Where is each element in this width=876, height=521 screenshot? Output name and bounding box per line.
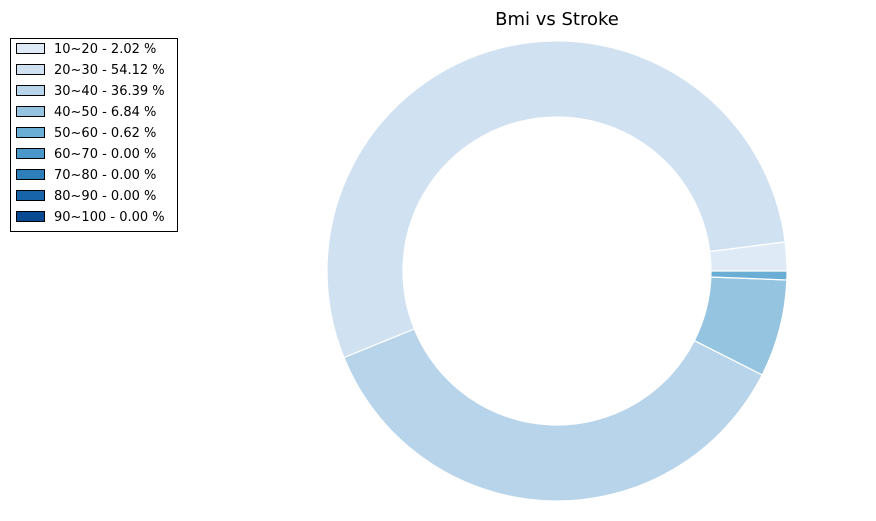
slice-50~60 (710, 270, 788, 281)
legend-swatch-90~100 (16, 211, 45, 222)
legend-swatch-30~40 (16, 85, 45, 96)
legend-label-10~20: 10~20 - 2.02 % (54, 42, 156, 57)
legend-label-40~50: 40~50 - 6.84 % (54, 105, 156, 120)
legend-label-20~30: 20~30 - 54.12 % (54, 63, 165, 78)
legend-label-70~80: 70~80 - 0.00 % (54, 168, 156, 183)
legend-swatch-20~30 (16, 64, 45, 75)
donut-slices (326, 40, 788, 502)
legend-swatch-10~20 (16, 43, 45, 54)
slice-20~30 (326, 40, 786, 359)
chart-title: Bmi vs Stroke (495, 9, 619, 30)
slice-30~40 (343, 328, 763, 502)
legend-swatch-40~50 (16, 106, 45, 117)
legend-label-90~100: 90~100 - 0.00 % (54, 210, 165, 225)
legend-swatch-80~90 (16, 190, 45, 201)
legend-label-50~60: 50~60 - 0.62 % (54, 126, 156, 141)
legend-swatch-60~70 (16, 148, 45, 159)
legend-swatch-70~80 (16, 169, 45, 180)
legend-label-80~90: 80~90 - 0.00 % (54, 189, 156, 204)
legend: 10~20 - 2.02 % 20~30 - 54.12 % 30~40 - 36.… (10, 38, 178, 232)
legend-label-30~40: 30~40 - 36.39 % (54, 84, 165, 99)
legend-swatch-50~60 (16, 127, 45, 138)
legend-label-60~70: 60~70 - 0.00 % (54, 147, 156, 162)
